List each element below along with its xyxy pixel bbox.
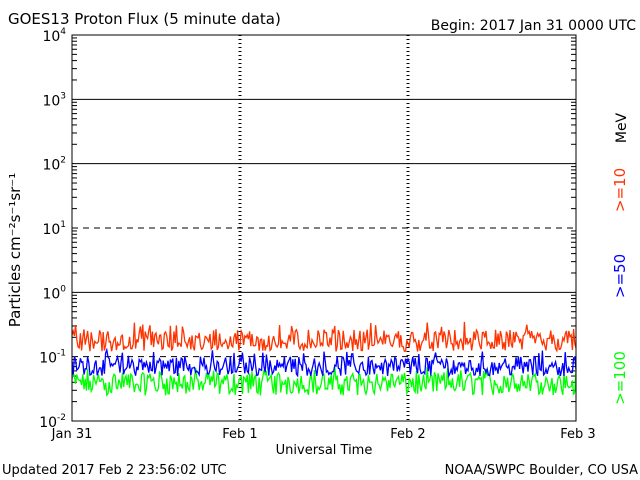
series-layer	[71, 321, 577, 397]
grid	[72, 35, 576, 421]
x-tick-labels: Jan 31 Feb 1 Feb 2 Feb 3	[51, 427, 596, 442]
y-axis-label: Particles cm⁻²s⁻¹sr⁻¹	[6, 173, 24, 327]
plot-frame	[71, 34, 577, 422]
x-tick-label: Feb 2	[390, 427, 425, 442]
updated-timestamp: Updated 2017 Feb 2 23:56:02 UTC	[2, 463, 227, 478]
series-line-50	[71, 347, 577, 379]
y-tick-label: 103	[42, 91, 66, 109]
y-tick-label: 104	[42, 27, 66, 45]
legend: >=10 >=50 >=100	[611, 168, 629, 405]
y-tick-label: 10-2	[39, 413, 66, 431]
series-line-100	[71, 367, 577, 397]
x-tick-label: Feb 3	[560, 427, 595, 442]
x-tick-label: Feb 1	[222, 427, 257, 442]
series-line-10	[71, 321, 577, 353]
y-tick-label: 102	[42, 156, 66, 174]
legend-entry: >=10	[611, 168, 629, 212]
legend-entry: >=100	[611, 351, 629, 405]
y-tick-labels: 104 103 102 101 100 10-1 10-2	[39, 27, 66, 431]
chart-title: GOES13 Proton Flux (5 minute data)	[8, 10, 281, 28]
y-tick-label: 101	[42, 220, 66, 238]
y-tick-label: 10-1	[39, 349, 66, 367]
begin-time: Begin: 2017 Jan 31 0000 UTC	[431, 18, 636, 34]
source-credit: NOAA/SWPC Boulder, CO USA	[445, 463, 638, 478]
y-tick-label: 100	[42, 284, 66, 302]
x-tick-label: Jan 31	[51, 427, 93, 442]
legend-entry: >=50	[611, 254, 629, 298]
x-axis-label: Universal Time	[276, 443, 373, 458]
unit-label: MeV	[614, 112, 630, 143]
